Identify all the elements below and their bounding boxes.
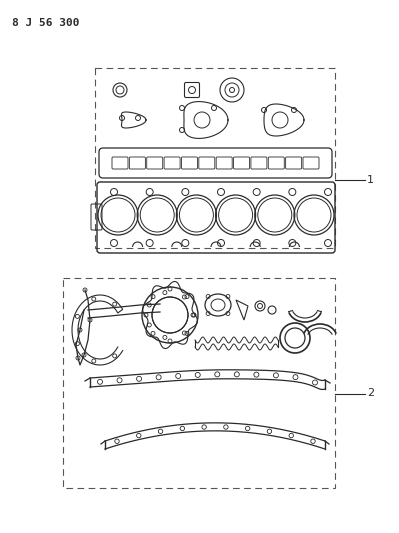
Bar [63,278,335,488]
Text: 2: 2 [367,389,374,399]
Text: 8 J 56 300: 8 J 56 300 [12,18,79,28]
Text: 1: 1 [367,175,374,184]
Bar [95,68,335,248]
